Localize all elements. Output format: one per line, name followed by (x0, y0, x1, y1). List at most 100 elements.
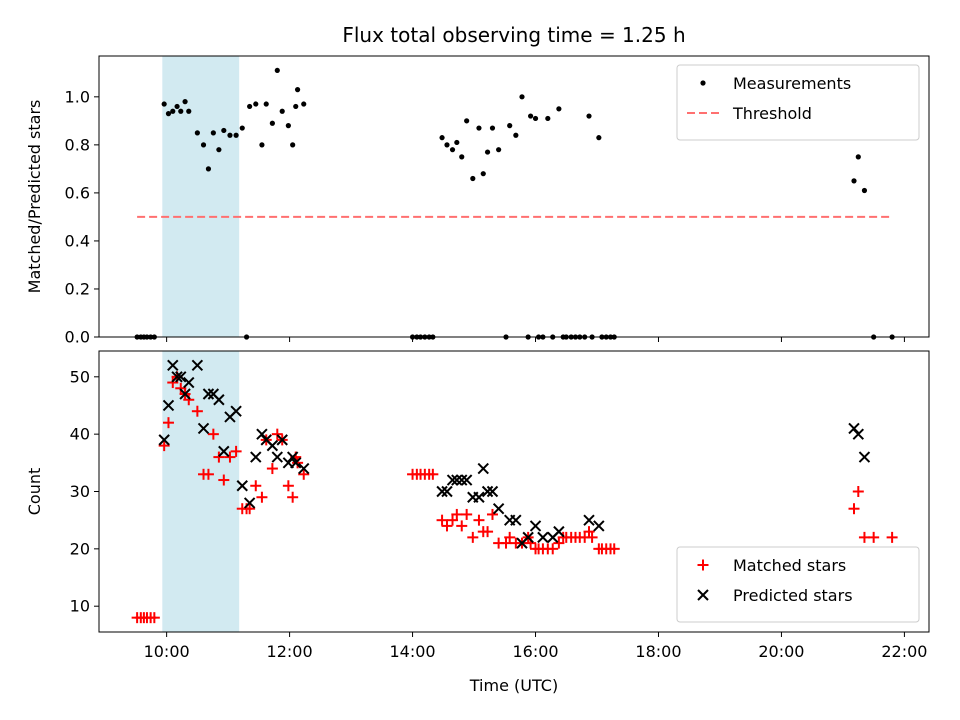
predicted-stars-point (158, 434, 170, 446)
predicted-stars-point-b (852, 428, 865, 440)
matched-stars-point (586, 531, 598, 543)
predicted-stars-point-b (522, 531, 534, 544)
measurements-point (285, 123, 291, 129)
measurements-point (476, 125, 482, 131)
matched-stars-point (213, 451, 225, 463)
predicted-stars-point-b (197, 422, 210, 435)
predicted-stars-point (481, 485, 494, 498)
predicted-stars-point (593, 520, 605, 532)
x-tick-label: 12:00 (267, 642, 313, 661)
measurements-point (161, 101, 167, 107)
measurements-point (586, 113, 592, 119)
measurements-point (519, 94, 525, 100)
predicted-stars-point (852, 428, 865, 440)
y-tick-label: 50 (70, 367, 90, 386)
predicted-stars-point (191, 359, 204, 372)
predicted-stars-point-b (446, 474, 459, 486)
measurements-point (851, 178, 857, 184)
measurements-point (545, 115, 551, 122)
measurements-point (861, 187, 868, 194)
legend-label-predicted-stars: Predicted stars (733, 586, 853, 605)
count-x-ticks: 10:00 12:00 14:00 16:00 18:00 20:00 22:00 (144, 632, 927, 661)
measurements-point (293, 103, 299, 110)
legend-box (676, 546, 920, 623)
predicted-stars-point (298, 462, 310, 475)
legend-box (676, 64, 920, 141)
measurements-point (464, 118, 470, 124)
y-tick-label: 30 (70, 482, 90, 501)
matched-stars-point (148, 612, 160, 624)
predicted-stars-point (858, 451, 871, 463)
measurements-point (200, 142, 207, 148)
count-marks (131, 359, 898, 624)
matched-stars-point (162, 417, 174, 429)
measurements-point (259, 142, 265, 148)
matched-stars-point (158, 440, 170, 452)
matched-stars-point (461, 508, 473, 520)
measurements-point (470, 175, 476, 182)
measurements-point (205, 166, 212, 172)
x-tick-label: 14:00 (390, 642, 436, 661)
predicted-stars-point-b (266, 439, 279, 452)
ratio-legend: Measurements Threshold (676, 64, 920, 141)
predicted-stars-point (266, 439, 279, 452)
predicted-stars-point (213, 394, 225, 406)
matched-stars-point (467, 531, 479, 543)
legend-label-matched-stars: Matched stars (733, 556, 846, 575)
predicted-stars-point-b (537, 531, 549, 544)
ratio-y-axis-label: Matched/Predicted stars (25, 100, 44, 294)
predicted-stars-point (510, 514, 522, 526)
predicted-stars-point-b (473, 491, 485, 503)
predicted-stars-point (583, 514, 595, 526)
predicted-stars-point (250, 451, 262, 463)
measurements-point (294, 87, 301, 93)
measurements-point (301, 101, 307, 107)
matched-stars-point (230, 445, 242, 457)
measurements-point (439, 135, 445, 141)
measurements-point (233, 132, 239, 138)
measurements-point (279, 108, 285, 114)
predicted-stars-point (271, 451, 284, 463)
predicted-stars-point (175, 371, 187, 383)
predicted-stars-point (218, 445, 230, 458)
measurements-point (528, 113, 534, 119)
y-tick-label: 20 (70, 539, 90, 558)
matched-stars-point (207, 428, 219, 440)
predicted-stars-point-b (179, 388, 191, 400)
measurements-point (507, 123, 513, 129)
observing-window-shade (162, 56, 240, 337)
matched-stars-point (298, 468, 310, 480)
matched-stars-point (427, 468, 439, 480)
legend-label-threshold: Threshold (732, 104, 812, 123)
predicted-stars-point (529, 520, 542, 532)
predicted-stars-point-b (481, 485, 494, 498)
count-y-axis-label: Count (25, 468, 44, 516)
predicted-stars-point (183, 376, 195, 389)
predicted-stars-point-b (213, 394, 225, 406)
x-tick-label: 10:00 (144, 642, 190, 661)
measurements-point (290, 142, 296, 148)
legend-label-measurements: Measurements (733, 74, 851, 93)
matched-stars-point (504, 531, 516, 543)
measurements-point (596, 135, 602, 141)
predicted-stars-point-b (593, 520, 605, 532)
y-tick-label: 0.8 (65, 135, 90, 154)
matched-stars-point (868, 531, 880, 543)
ratio-x-ticks (166, 337, 905, 342)
predicted-stars-point-b (183, 376, 195, 389)
predicted-stars-point (167, 359, 179, 372)
predicted-stars-point-b (256, 428, 268, 440)
predicted-stars-point (243, 497, 256, 509)
matched-stars-point (451, 508, 463, 520)
predicted-stars-point (202, 388, 215, 400)
predicted-stars-point-b (250, 451, 262, 463)
matched-stars-point (447, 514, 459, 526)
predicted-stars-point-b (162, 399, 175, 412)
measurements-point (489, 125, 496, 131)
predicted-stars-point (171, 371, 183, 383)
predicted-stars-point-b (486, 485, 499, 498)
measurements-point (216, 147, 222, 153)
predicted-stars-point (451, 474, 463, 486)
matched-stars-point (553, 537, 565, 549)
